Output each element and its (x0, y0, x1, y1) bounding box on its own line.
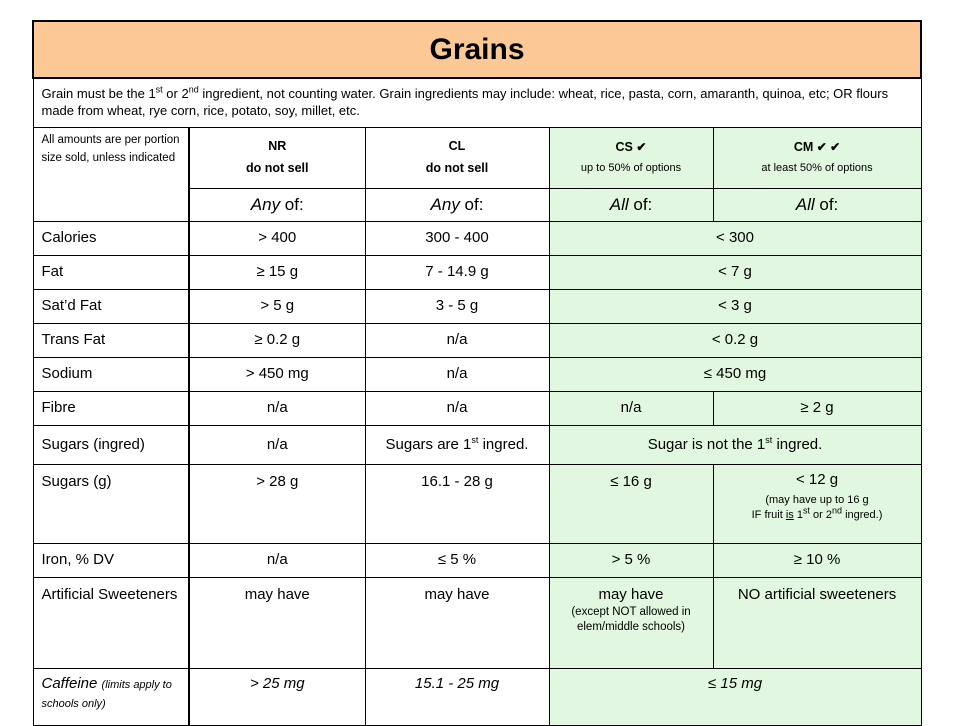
table-row: Sugars (g) > 28 g 16.1 - 28 g ≤ 16 g < 1… (32, 464, 922, 544)
qualifier-cs: All of: (548, 188, 714, 222)
row-label: Sodium (32, 357, 190, 392)
cell-cl: n/a (364, 391, 550, 426)
intro-text: Grain must be the 1st or 2nd ingredient,… (32, 77, 922, 128)
cell-cl: 7 - 14.9 g (364, 255, 550, 290)
cell-cm: < 12 g (may have up to 16 g IF fruit is … (712, 464, 922, 544)
table-row: Fibre n/a n/a n/a ≥ 2 g (32, 391, 922, 426)
cell-cl: 300 - 400 (364, 221, 550, 256)
cell-cs: > 5 % (548, 543, 714, 578)
qualifier-cl: Any of: (364, 188, 550, 222)
cell-cs-cm: < 7 g (548, 255, 922, 290)
row-label: Sat’d Fat (32, 289, 190, 324)
cell-nr: > 28 g (188, 464, 366, 544)
qualifier-nr: Any of: (188, 188, 366, 222)
cell-cs-cm: < 300 (548, 221, 922, 256)
table-row: Calories > 400 300 - 400 < 300 (32, 221, 922, 256)
cell-nr: n/a (188, 543, 366, 578)
header-cs: CS ✔ up to 50% of options (548, 127, 714, 189)
cell-nr: > 450 mg (188, 357, 366, 392)
check-icon: ✔ (636, 139, 647, 154)
cell-cm: ≥ 2 g (712, 391, 922, 426)
row-label: Sugars (ingred) (32, 425, 190, 465)
cell-cs-cm: < 0.2 g (548, 323, 922, 358)
cell-cs-cm: < 3 g (548, 289, 922, 324)
header-cl: CL do not sell (364, 127, 550, 189)
row-label: Fibre (32, 391, 190, 426)
table-row: Fat ≥ 15 g 7 - 14.9 g < 7 g (32, 255, 922, 290)
table-row: Sodium > 450 mg n/a ≤ 450 mg (32, 357, 922, 392)
table-title: Grains (31, 20, 923, 79)
row-label: Fat (32, 255, 190, 290)
cell-cs-cm: ≤ 450 mg (548, 357, 922, 392)
cell-cs-cm: ≤ 15 mg (548, 668, 922, 726)
cell-cl: 15.1 - 25 mg (364, 668, 550, 726)
row-label: Caffeine (limits apply to schools only) (32, 668, 190, 726)
cell-cl: n/a (364, 323, 550, 358)
row-label: Iron, % DV (32, 543, 190, 578)
cell-cl: Sugars are 1st ingred. (364, 425, 550, 465)
cell-cs: may have (except NOT allowed in elem/mid… (548, 577, 714, 669)
table-row: Sat’d Fat > 5 g 3 - 5 g < 3 g (32, 289, 922, 324)
table-row: Iron, % DV n/a ≤ 5 % > 5 % ≥ 10 % (32, 543, 922, 578)
cell-cl: 16.1 - 28 g (364, 464, 550, 544)
cell-nr: ≥ 15 g (188, 255, 366, 290)
table-row: Artificial Sweeteners may have may have … (32, 577, 922, 669)
row-label: Calories (32, 221, 190, 256)
table-row: Caffeine (limits apply to schools only) … (32, 668, 922, 726)
cell-cm: ≥ 10 % (712, 543, 922, 578)
cell-cm: NO artificial sweeteners (712, 577, 922, 669)
table-row: Trans Fat ≥ 0.2 g n/a < 0.2 g (32, 323, 922, 358)
portion-note: All amounts are per portion size sold, u… (32, 127, 190, 222)
check-icon: ✔ ✔ (816, 139, 841, 154)
row-label: Sugars (g) (32, 464, 190, 544)
cell-nr: n/a (188, 391, 366, 426)
grains-criteria-table: Grains Grain must be the 1st or 2nd ingr… (31, 20, 923, 726)
cell-cl: ≤ 5 % (364, 543, 550, 578)
cell-nr: ≥ 0.2 g (188, 323, 366, 358)
cell-nr: > 5 g (188, 289, 366, 324)
cell-cs-cm: Sugar is not the 1st ingred. (548, 425, 922, 465)
row-label: Artificial Sweeteners (32, 577, 190, 669)
cell-cl: may have (364, 577, 550, 669)
header-nr: NR do not sell (188, 127, 366, 189)
cell-cs: n/a (548, 391, 714, 426)
cell-nr: may have (188, 577, 366, 669)
cell-nr: > 400 (188, 221, 366, 256)
cell-nr: n/a (188, 425, 366, 465)
header-cm: CM ✔ ✔ at least 50% of options (712, 127, 922, 189)
cell-cl: n/a (364, 357, 550, 392)
qualifier-cm: All of: (712, 188, 922, 222)
row-label: Trans Fat (32, 323, 190, 358)
table-row: Sugars (ingred) n/a Sugars are 1st ingre… (32, 425, 922, 465)
cell-nr: > 25 mg (188, 668, 366, 726)
cell-cs: ≤ 16 g (548, 464, 714, 544)
cell-cl: 3 - 5 g (364, 289, 550, 324)
